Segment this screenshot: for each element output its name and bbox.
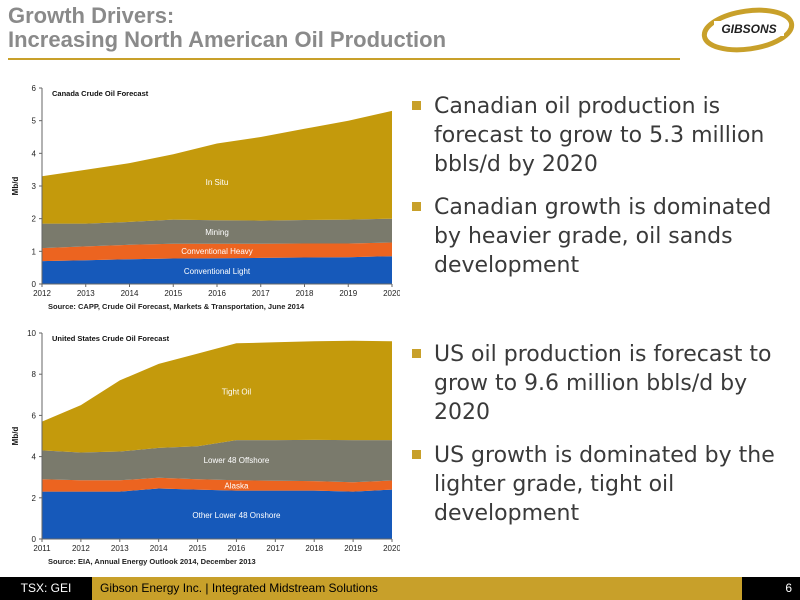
series-label: Conventional Heavy xyxy=(181,247,253,256)
bullet-item: Canadian oil production is forecast to g… xyxy=(412,92,792,179)
y-tick-label: 2 xyxy=(32,215,37,224)
series-label: Other Lower 48 Onshore xyxy=(192,511,281,520)
bullet-item: US oil production is forecast to grow to… xyxy=(412,340,792,427)
x-tick-label: 2011 xyxy=(33,544,51,553)
x-tick-label: 2012 xyxy=(33,289,51,298)
y-tick-label: 1 xyxy=(32,247,37,256)
x-tick-label: 2019 xyxy=(344,544,362,553)
chart-source-note: Source: CAPP, Crude Oil Forecast, Market… xyxy=(48,302,305,311)
y-tick-label: 3 xyxy=(32,182,37,191)
x-tick-label: 2020 xyxy=(383,544,400,553)
page-title: Growth Drivers: Increasing North America… xyxy=(8,4,446,52)
x-tick-label: 2017 xyxy=(252,289,270,298)
bullet-text: Canadian growth is dominated by heavier … xyxy=(434,195,772,278)
x-tick-label: 2019 xyxy=(339,289,357,298)
x-tick-label: 2014 xyxy=(121,289,139,298)
bullet-square-icon xyxy=(412,202,421,211)
area-series-alaska xyxy=(42,477,392,492)
x-tick-label: 2018 xyxy=(305,544,323,553)
x-tick-label: 2013 xyxy=(111,544,129,553)
bullets-canada: Canadian oil production is forecast to g… xyxy=(412,92,792,294)
title-divider xyxy=(8,58,680,60)
footer-gold-band xyxy=(92,577,742,600)
x-tick-label: 2012 xyxy=(72,544,90,553)
bullet-text: Canadian oil production is forecast to g… xyxy=(434,94,765,177)
y-tick-label: 0 xyxy=(32,535,37,544)
canada-crude-oil-chart: Conventional Light Conventional Heavy Mini… xyxy=(8,80,400,320)
y-tick-label: 6 xyxy=(32,411,37,420)
y-tick-label: 5 xyxy=(32,117,37,126)
chart-title: Canada Crude Oil Forecast xyxy=(52,89,149,98)
x-tick-label: 2015 xyxy=(164,289,182,298)
y-tick-label: 4 xyxy=(32,453,37,462)
series-label: Lower 48 Offshore xyxy=(204,456,270,465)
x-tick-label: 2018 xyxy=(296,289,314,298)
footer-ticker: TSX: GEI xyxy=(20,581,72,595)
bullet-square-icon xyxy=(412,349,421,358)
bullets-us: US oil production is forecast to grow to… xyxy=(412,340,792,542)
page-title-line1: Growth Drivers: xyxy=(8,3,175,28)
chart-svg: Other Lower 48 Onshore Alaska Lower 48 Off… xyxy=(11,329,400,566)
bullet-square-icon xyxy=(412,101,421,110)
x-tick-label: 2013 xyxy=(77,289,95,298)
y-tick-label: 6 xyxy=(32,84,37,93)
bullet-item: Canadian growth is dominated by heavier … xyxy=(412,193,792,280)
y-tick-label: 10 xyxy=(27,329,36,338)
page-number: 6 xyxy=(785,581,792,595)
x-tick-label: 2020 xyxy=(383,289,400,298)
footer-bar: TSX: GEI Gibson Energy Inc. | Integrated… xyxy=(0,577,800,600)
chart-title: United States Crude Oil Forecast xyxy=(52,334,170,343)
area-series-conventional-heavy xyxy=(42,242,392,262)
x-tick-label: 2016 xyxy=(228,544,246,553)
y-tick-label: 0 xyxy=(32,280,37,289)
footer-company-text: Gibson Energy Inc. | Integrated Midstrea… xyxy=(100,581,378,595)
x-tick-label: 2016 xyxy=(208,289,226,298)
area-series-tight-oil xyxy=(42,340,392,453)
bullet-item: US growth is dominated by the lighter gr… xyxy=(412,441,792,528)
series-label: Conventional Light xyxy=(184,267,251,276)
y-tick-label: 8 xyxy=(32,370,37,379)
series-label: Mining xyxy=(205,228,229,237)
logo-text: GIBSONS xyxy=(721,22,776,36)
bullet-text: US growth is dominated by the lighter gr… xyxy=(434,443,775,526)
area-series-lower-48-offshore xyxy=(42,439,392,483)
bullet-square-icon xyxy=(412,450,421,459)
x-tick-label: 2017 xyxy=(266,544,284,553)
gibsons-logo: GIBSONS xyxy=(700,4,796,56)
y-tick-label: 2 xyxy=(32,494,37,503)
area-series-conventional-light xyxy=(42,256,392,284)
area-series-mining xyxy=(42,218,392,249)
us-crude-oil-chart: Other Lower 48 Onshore Alaska Lower 48 Off… xyxy=(8,325,400,575)
series-label: In Situ xyxy=(206,178,229,187)
page-title-line2: Increasing North American Oil Production xyxy=(8,27,447,52)
series-label: Alaska xyxy=(224,481,249,490)
chart-svg: Conventional Light Conventional Heavy Mini… xyxy=(11,84,400,311)
y-axis-label: Mb/d xyxy=(11,427,20,446)
chart-source-note: Source: EIA, Annual Energy Outlook 2014,… xyxy=(48,557,256,566)
y-axis-label: Mb/d xyxy=(11,177,20,196)
area-series-in-situ xyxy=(42,110,392,224)
area-series-other-lower-48-onshore xyxy=(42,488,392,539)
y-tick-label: 4 xyxy=(32,149,37,158)
series-label: Tight Oil xyxy=(222,388,252,397)
x-tick-label: 2014 xyxy=(150,544,168,553)
x-tick-label: 2015 xyxy=(189,544,207,553)
bullet-text: US oil production is forecast to grow to… xyxy=(434,342,772,425)
